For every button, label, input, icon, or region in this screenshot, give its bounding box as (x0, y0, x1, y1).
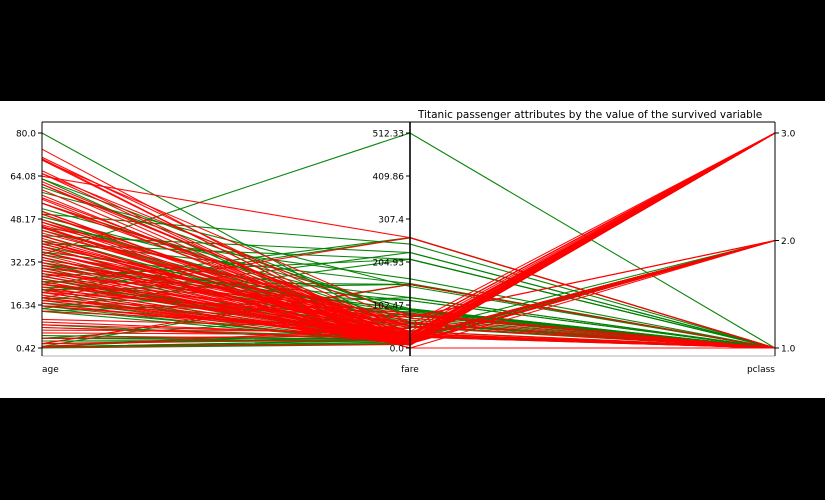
tick-label: 409.86 (373, 173, 405, 183)
tick-label: 3.0 (781, 130, 796, 140)
axis-age: 0.42 16.34 32.25 48.17 64.08 80.0 age (10, 122, 59, 375)
axis-fare: 0.0 102.47 204.93 307.4 409.86 512.33 fare (373, 122, 419, 375)
tick-label: 204.93 (373, 259, 405, 269)
tick-label: 80.0 (16, 130, 36, 140)
tick-label: 512.33 (373, 130, 405, 140)
tick-label: 32.25 (10, 259, 36, 269)
axis-label-fare: fare (401, 365, 419, 375)
tick-label: 0.42 (16, 345, 36, 355)
tick-label: 102.47 (373, 302, 405, 312)
axis-pclass: 1.0 2.0 3.0 pclass (747, 122, 796, 375)
axis-label-pclass: pclass (747, 365, 775, 375)
axes: 0.42 16.34 32.25 48.17 64.08 80.0 age 0.0 102.47… (10, 121, 796, 375)
tick-label: 307.4 (378, 216, 404, 226)
tick-label: 0.0 (390, 345, 405, 355)
axis-label-age: age (42, 365, 59, 375)
tick-label: 2.0 (781, 237, 796, 247)
tick-label: 1.0 (781, 345, 796, 355)
chart-title: Titanic passenger attributes by the valu… (417, 109, 762, 121)
tick-label: 64.08 (10, 173, 36, 183)
data-lines (41, 132, 776, 349)
tick-label: 16.34 (10, 302, 36, 312)
tick-label: 48.17 (10, 216, 36, 226)
